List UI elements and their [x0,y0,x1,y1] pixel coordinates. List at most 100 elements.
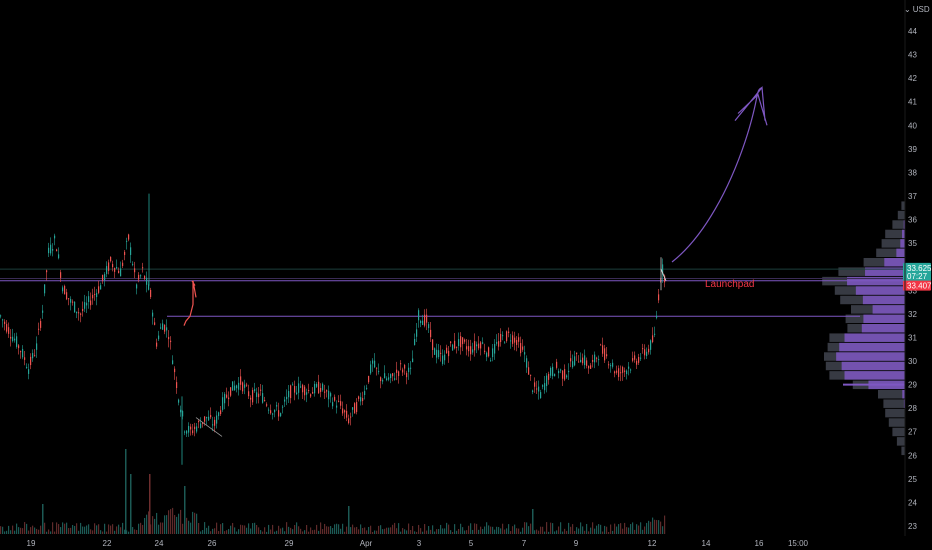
volume-bar [68,528,70,534]
candle-body [12,336,14,341]
volume-bar [628,527,630,534]
candle-body [72,301,74,303]
candle-body [170,340,172,343]
candle-body [306,392,308,395]
volume-bar [412,525,414,534]
candle-body [626,370,628,375]
candle-body [404,365,406,369]
volume-bar [148,511,150,534]
candle-body [90,300,92,306]
volume-bar [480,526,482,534]
volume-bar [336,523,338,534]
volume-profile-bar [892,220,905,229]
candle-body [206,416,208,419]
candle-body [176,382,178,389]
volume-bar [222,523,224,534]
candle-body [582,357,584,364]
time-axis[interactable]: 19 22 24 26 29 Apr 3 5 7 9 12 14 16 15:00 [27,539,809,548]
volume-profile-up-bar [855,286,905,295]
price-axis-label: 33 [908,286,917,295]
candle-body [500,333,502,342]
candle-body [340,401,342,406]
volume-bar [154,518,156,534]
candle-body [100,285,102,290]
candle-body [506,331,508,342]
volume-profile-up-bar [861,324,905,333]
candle-body [376,367,378,369]
volume-bar [456,530,458,534]
drawings[interactable] [183,86,768,437]
volume-profile-bar [878,390,905,399]
candle-body [60,272,62,278]
time-axis-label: 5 [469,539,474,548]
volume-bar [626,527,628,534]
volume-bar [132,527,134,534]
volume-bar [10,530,12,534]
volume-bar [30,527,32,534]
volume-bar [182,523,184,534]
candle-body [20,351,22,353]
launchpad-annotation[interactable]: Launchpad [705,279,755,290]
candle-body [478,343,480,349]
candle-body [470,346,472,355]
candle-body [154,322,156,325]
volume-bar [84,526,86,534]
volume-bar [224,531,226,534]
candle-body [140,275,142,277]
candle-body [564,369,566,380]
candle-body [98,286,100,293]
volume-bar [212,528,214,534]
candle-body [168,337,170,340]
volume-profile-up-bar [863,314,905,324]
candle-body [66,292,68,300]
volume-bar [278,525,280,534]
candle-body [254,389,256,392]
volume-bar-spike [184,486,186,534]
candle-body [220,410,222,415]
volume-profile-bar [881,239,905,248]
candle-body [406,372,408,378]
candle-body [572,361,574,368]
volume-bar [604,525,606,534]
candle-body [456,346,458,348]
candle-body [356,402,358,412]
candle-body [490,360,492,362]
price-tag-label: 33.625 [907,264,932,273]
horizontal-levels[interactable] [0,268,905,317]
volume-profile [822,201,905,456]
candle-body [122,262,124,267]
candle-body [402,369,404,373]
candle-body [270,410,272,414]
price-axis-label: 43 [908,51,917,60]
candle-body [134,268,136,273]
volume-bar [646,522,648,534]
volume-bar [90,529,92,534]
candle-body [552,366,554,377]
candle-body [450,341,452,343]
volume-bar [544,531,546,534]
candle-body [224,394,226,404]
volume-bar [594,528,596,534]
volume-bar [330,526,332,534]
volume-bar [640,522,642,534]
volume-bar [652,517,654,534]
time-axis-label: 26 [208,539,217,548]
currency-selector[interactable]: ⌄ USD [904,3,930,15]
price-tag-label: 07:27 [907,272,928,281]
candle-body [164,324,166,332]
candle-body [144,275,146,279]
volume-bar [118,524,120,534]
volume-bar [0,526,2,534]
candle-body [2,319,4,321]
candle-body [410,367,412,369]
volume-bar [502,523,504,534]
volume-bar [374,530,376,534]
volume-bar [422,531,424,534]
volume-bar [504,529,506,534]
candle-body [52,248,54,251]
volume-bar [72,525,74,534]
candle-body [196,426,198,432]
volume-bar [208,525,210,534]
volume-bar [46,531,48,534]
